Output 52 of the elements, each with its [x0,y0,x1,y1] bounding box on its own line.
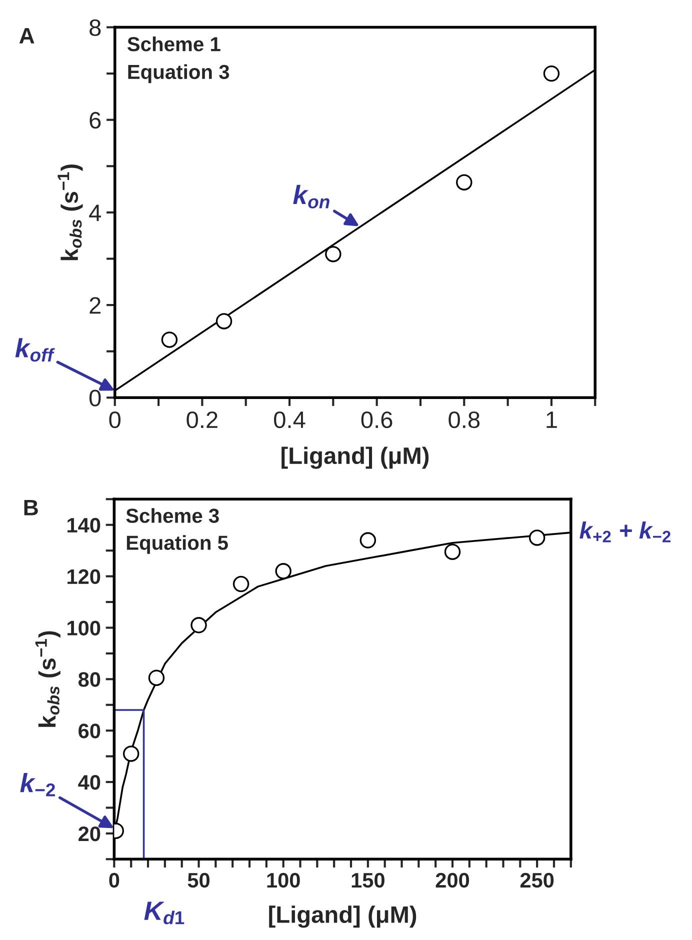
y-tick-label: 8 [90,19,101,36]
y-tick-label: 100 [68,620,100,636]
annotation: Scheme 1 [127,36,220,52]
x-tick-label: 150 [352,872,384,888]
annotation: k$_{−2}$ [20,773,55,796]
annotation: K$_{d1}$ [144,902,184,924]
point [543,65,560,82]
x-tick-label: 250 [520,872,554,888]
annotation: Scheme 3 [126,508,219,523]
point [232,576,250,592]
x-tick-label: 50 [188,872,210,888]
annotation: k$_{+2}$ + k$_{−2}$ [580,521,670,542]
point [148,670,165,686]
y-tick-label: 20 [78,826,100,842]
point [275,563,292,580]
x-tick-label: 0 [109,411,121,428]
annotation: k$_{off}$ [15,338,55,362]
point [122,746,140,762]
x-tick-label: 0.6 [361,411,392,428]
y-axis-title: k$_{obs}$ (s$^{−1}$) [58,164,83,260]
y-tick-label: 6 [90,112,101,129]
point [190,617,207,634]
x-tick-label: 100 [267,872,300,888]
x-tick-label: 200 [436,872,470,888]
point [528,530,546,546]
point [444,544,461,560]
y-tick-label: 40 [78,775,100,790]
y-tick-label: 60 [78,724,100,738]
y-tick-label: 140 [68,518,100,533]
annotation: Equation 3 [128,64,230,84]
y-tick-label: 0 [89,390,101,406]
y-axis-title: k$_{obs}$ (s$^{−1}$) [35,631,60,727]
x-tick-label: 0 [109,872,120,888]
y-tick-label: 2 [90,297,100,314]
chart-title: B [24,500,38,516]
x-axis-title: [Ligand] (μM) [269,906,416,928]
point [161,332,178,348]
annotation: k$_{on}$ [293,184,330,208]
point [456,174,472,190]
point [216,313,232,330]
annotation: Equation 5 [126,535,228,554]
y-tick-label: 120 [68,569,100,584]
x-tick-label: 0.2 [186,411,218,428]
y-tick-label: 4 [89,204,101,221]
point [360,532,376,548]
y-tick-label: 80 [78,672,100,687]
x-axis-title: [Ligand] (μM) [282,446,429,469]
x-tick-label: 1 [546,412,557,428]
point [325,246,342,262]
chart-title: A [19,28,34,44]
x-tick-label: 0.4 [274,411,306,428]
x-tick-label: 0.8 [448,411,480,428]
